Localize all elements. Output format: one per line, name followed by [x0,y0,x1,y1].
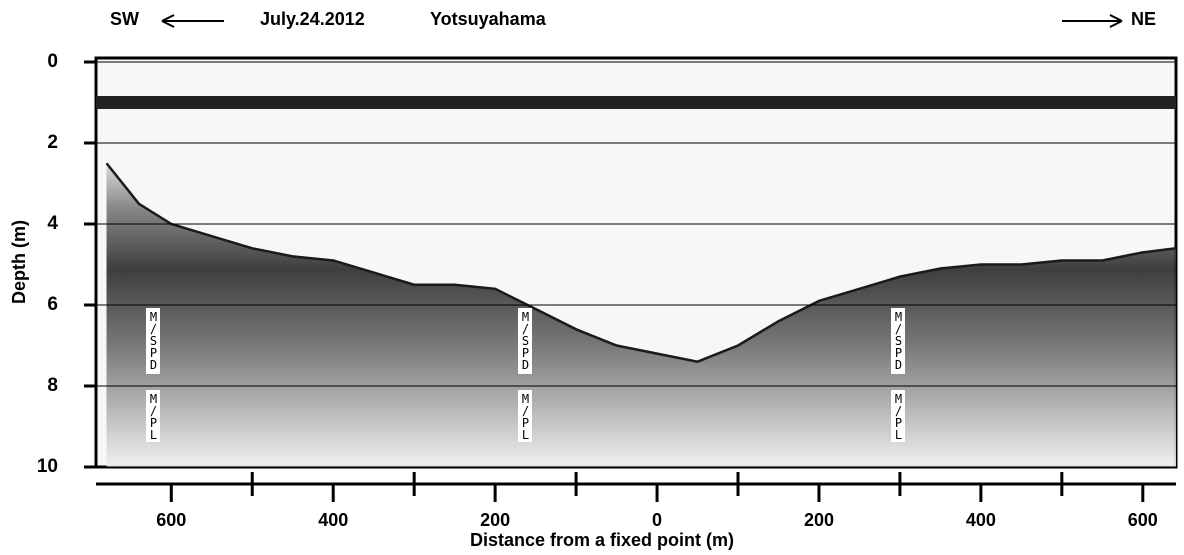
surface-band [96,96,1176,109]
x-tick-label: 400 [318,510,348,530]
y-tick-label: 8 [47,375,58,396]
annotation-bg [146,308,160,374]
place: Yotsuyahama [430,9,547,29]
x-axis-label: Distance from a fixed point (m) [470,530,734,550]
x-tick-label: 600 [156,510,186,530]
annotation: M/PL [892,392,906,440]
y-tick-label: 10 [37,456,58,477]
arrow-head [1109,14,1123,28]
annotation-bg [146,390,160,442]
x-tick-label: 200 [480,510,510,530]
y-tick-label: 2 [47,132,58,153]
title-right: NE [1131,9,1156,29]
y-tick-label: 4 [47,213,58,234]
annotation: M/PL [519,392,533,440]
annotation-bg [891,390,905,442]
annotation-bg [518,390,532,442]
date: July.24.2012 [260,9,365,29]
x-tick-label: 600 [1128,510,1158,530]
y-axis-label: Depth (m) [9,220,29,304]
annotation: M/SPD [519,310,533,370]
title-left: SW [110,9,139,29]
x-tick-label: 400 [966,510,996,530]
x-tick-label: 0 [652,510,662,530]
annotation: M/SPD [147,310,161,370]
y-tick-label: 6 [47,294,58,315]
annotation: M/SPD [892,310,906,370]
annotation-bg [518,308,532,374]
annotation: M/PL [147,392,161,440]
x-tick-label: 200 [804,510,834,530]
annotation-bg [891,308,905,374]
seabed-area [106,163,1176,467]
y-tick-label: 0 [47,51,58,72]
seabed-line [105,162,1177,363]
arrow-head [161,14,175,28]
